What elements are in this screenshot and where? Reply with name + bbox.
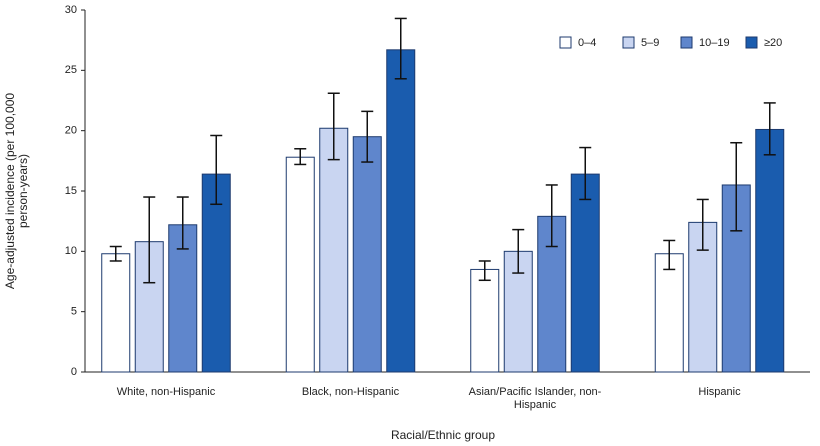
y-tick-label: 0 [71,366,77,378]
bar [319,127,349,373]
bar [386,49,416,373]
error-bar [579,146,592,201]
error-bar [696,198,709,251]
legend-swatch [622,36,635,49]
error-bar [478,260,491,282]
legend-swatch [745,36,758,49]
x-tick-label: Hispanic [698,386,741,398]
x-axis-label: Racial/Ethnic group [390,428,496,442]
error-bar [294,148,307,166]
legend-label: 0–4 [578,37,596,49]
bar [352,136,382,373]
error-bar [394,17,407,80]
y-tick-label: 25 [65,64,77,76]
legend-label: 5–9 [641,37,659,49]
error-bar [210,134,223,206]
error-bar [109,245,122,262]
y-tick-label: 10 [65,245,77,257]
error-bar [730,141,743,232]
error-bar [176,196,189,250]
legend-label: 10–19 [699,37,730,49]
bar [285,156,315,373]
x-tick-label: Asian/Pacific Islander, non-Hispanic [468,386,602,411]
error-bar [545,184,558,248]
bar [101,253,131,373]
error-bar [143,196,156,284]
y-tick-label: 15 [65,185,77,197]
bar [755,128,785,373]
error-bar [763,102,776,156]
error-bar [663,239,676,271]
bar [470,268,500,373]
error-bar [512,228,525,274]
y-axis-label: Age-adjusted incidence (per 100,000 pers… [3,92,30,290]
y-tick-label: 5 [71,306,77,318]
legend-label: ≥20 [764,37,782,49]
error-bar [361,110,374,163]
bar [654,253,684,373]
error-bar [327,92,340,161]
x-tick-label: White, non-Hispanic [116,386,216,398]
bar [570,173,600,373]
y-tick-label: 20 [65,125,77,137]
bar [503,250,533,373]
legend-swatch [559,36,572,49]
x-tick-label: Black, non-Hispanic [301,386,400,398]
legend-swatch [680,36,693,49]
y-tick-label: 30 [65,4,77,16]
